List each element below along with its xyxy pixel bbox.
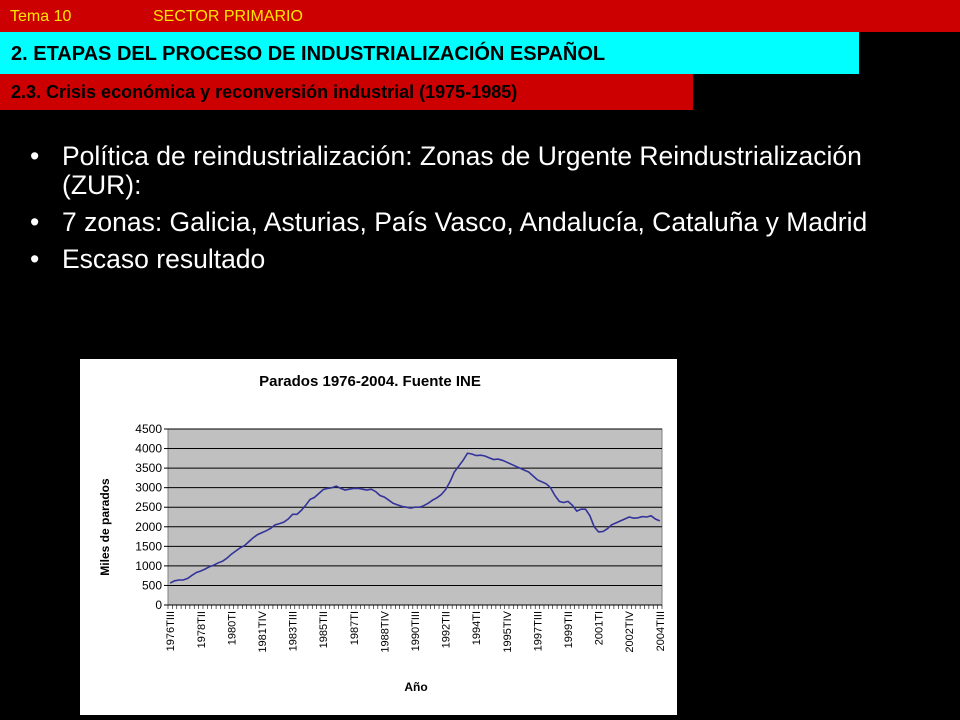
x-tick-label: 2004TIII: [655, 611, 667, 651]
bullet-dot-icon: •: [30, 207, 40, 237]
bullet-dot-icon: •: [30, 141, 40, 171]
x-tick-label: 1983TIII: [288, 611, 300, 651]
x-tick-label: 2002TIV: [624, 610, 636, 652]
x-axis-ticks: 1976TIII 1978TII 1980TI 1981TIV 1983TIII 1985…: [165, 605, 667, 653]
x-tick-label: 1992TII: [441, 611, 453, 648]
x-tick-label: 2001TI: [594, 611, 606, 645]
x-tick-label: 1999TII: [563, 611, 575, 648]
bullet-text: 7 zonas: Galicia, Asturias, País Vasco, …: [62, 207, 868, 237]
x-tick-label: 1997TIII: [532, 611, 544, 651]
x-tick-label: 1976TIII: [165, 611, 177, 651]
bullet-item: • Política de reindustrialización: Zonas…: [30, 142, 940, 200]
y-axis-ticks: 0 500 1000 1500 2000 2500 3000 3500 4000 4500: [135, 422, 168, 612]
bullet-text: Política de reindustrialización: Zonas d…: [62, 141, 862, 200]
y-tick-label: 1000: [135, 559, 162, 573]
y-axis-label: Miles de parados: [98, 478, 112, 576]
y-tick-label: 500: [142, 578, 162, 592]
x-tick-label: 1995TIV: [502, 610, 514, 652]
x-tick-label: 1985TII: [318, 611, 330, 648]
x-axis-label: Año: [404, 680, 427, 694]
x-tick-label: 1987TI: [349, 611, 361, 645]
y-tick-label: 4500: [135, 422, 162, 436]
y-tick-label: 4000: [135, 442, 162, 456]
unemployment-chart: Parados 1976-2004. Fuente INE 0 500 1000 15…: [80, 359, 677, 715]
topic-label: Tema 10: [10, 8, 72, 25]
sector-label: SECTOR PRIMARIO: [153, 8, 303, 25]
x-tick-label: 1988TIV: [379, 610, 391, 652]
bullet-item: • Escaso resultado: [30, 245, 940, 274]
x-tick-label: 1978TII: [196, 611, 208, 648]
y-tick-label: 2500: [135, 500, 162, 514]
y-tick-label: 0: [155, 598, 162, 612]
series-line: [169, 452, 661, 584]
y-tick-label: 3000: [135, 481, 162, 495]
subsection-title-bar: 2.3. Crisis económica y reconversión ind…: [0, 74, 693, 110]
bullet-text: Escaso resultado: [62, 244, 266, 274]
bullet-dot-icon: •: [30, 244, 40, 274]
y-tick-label: 3500: [135, 461, 162, 475]
x-tick-label: 1994TI: [471, 611, 483, 645]
chart-title: Parados 1976-2004. Fuente INE: [259, 373, 481, 390]
x-tick-label: 1981TIV: [257, 610, 269, 652]
section-title-bar: 2. ETAPAS DEL PROCESO DE INDUSTRIALIZACI…: [0, 32, 859, 74]
bullet-list: • Política de reindustrialización: Zonas…: [30, 142, 940, 282]
y-tick-label: 1500: [135, 539, 162, 553]
y-tick-label: 2000: [135, 520, 162, 534]
chart-canvas: Parados 1976-2004. Fuente INE 0 500 1000 15…: [98, 373, 667, 694]
x-tick-label: 1980TI: [226, 611, 238, 645]
x-tick-label: 1990TIII: [410, 611, 422, 651]
plot-area: [167, 428, 663, 606]
subsection-title: 2.3. Crisis económica y reconversión ind…: [11, 82, 518, 102]
section-title: 2. ETAPAS DEL PROCESO DE INDUSTRIALIZACI…: [11, 43, 606, 65]
top-header-bar: Tema 10 SECTOR PRIMARIO: [0, 0, 960, 32]
bullet-item: • 7 zonas: Galicia, Asturias, País Vasco…: [30, 208, 940, 237]
